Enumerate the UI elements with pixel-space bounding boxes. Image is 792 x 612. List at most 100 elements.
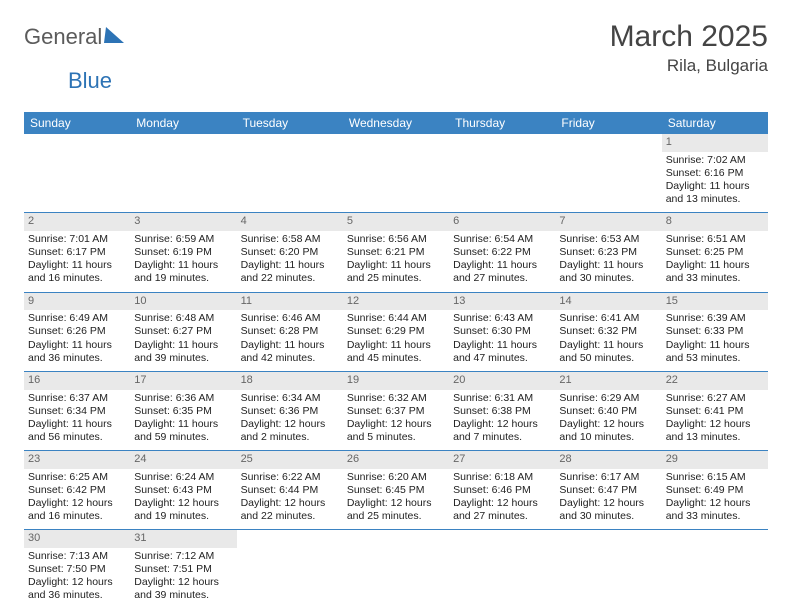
calendar-day-cell: 30 Sunrise: 7:13 AMSunset: 7:50 PMDayligh…	[24, 530, 130, 609]
weekday-header-row: SundayMondayTuesdayWednesdayThursdayFrid…	[24, 112, 768, 134]
sunrise-text: Sunrise: 6:20 AM	[347, 471, 445, 484]
sunrise-text: Sunrise: 7:13 AM	[28, 550, 126, 563]
calendar-week-row: 2Sunrise: 7:01 AMSunset: 6:17 PMDaylight…	[24, 213, 768, 292]
logo-word2: Blue	[68, 68, 112, 93]
sunset-text: Sunset: 6:43 PM	[134, 484, 232, 497]
sunrise-text: Sunrise: 6:34 AM	[241, 392, 339, 405]
sunrise-text: Sunrise: 6:27 AM	[666, 392, 764, 405]
daylight-text: Daylight: 11 hours and 42 minutes.	[241, 339, 339, 365]
calendar-day-cell: 27Sunrise: 6:18 AMSunset: 6:46 PMDayligh…	[449, 451, 555, 530]
day-number: 7	[555, 213, 661, 231]
calendar-day-cell: 22Sunrise: 6:27 AMSunset: 6:41 PMDayligh…	[662, 371, 768, 450]
sunrise-text: Sunrise: 6:51 AM	[666, 233, 764, 246]
calendar-day-cell: 8Sunrise: 6:51 AMSunset: 6:25 PMDaylight…	[662, 213, 768, 292]
daylight-text: Daylight: 11 hours and 16 minutes.	[28, 259, 126, 285]
sunrise-text: Sunrise: 6:49 AM	[28, 312, 126, 325]
daylight-text: Daylight: 11 hours and 30 minutes.	[559, 259, 657, 285]
daylight-text: Daylight: 12 hours and 13 minutes.	[666, 418, 764, 444]
calendar-day-cell: 1Sunrise: 7:02 AMSunset: 6:16 PMDaylight…	[662, 134, 768, 213]
day-number: 11	[237, 293, 343, 311]
calendar-day-cell: 28Sunrise: 6:17 AMSunset: 6:47 PMDayligh…	[555, 451, 661, 530]
day-number: 29	[662, 451, 768, 469]
calendar-day-cell	[343, 134, 449, 213]
sunrise-text: Sunrise: 6:39 AM	[666, 312, 764, 325]
day-number: 16	[24, 372, 130, 390]
day-number: 5	[343, 213, 449, 231]
calendar-week-row: 1Sunrise: 7:02 AMSunset: 6:16 PMDaylight…	[24, 134, 768, 213]
day-number: 12	[343, 293, 449, 311]
calendar-day-cell: 5Sunrise: 6:56 AMSunset: 6:21 PMDaylight…	[343, 213, 449, 292]
sunrise-text: Sunrise: 6:18 AM	[453, 471, 551, 484]
calendar-day-cell	[662, 530, 768, 609]
sunset-text: Sunset: 6:34 PM	[28, 405, 126, 418]
day-number: 22	[662, 372, 768, 390]
sunset-text: Sunset: 6:21 PM	[347, 246, 445, 259]
sunrise-text: Sunrise: 6:36 AM	[134, 392, 232, 405]
day-number: 23	[24, 451, 130, 469]
sunrise-text: Sunrise: 7:02 AM	[666, 154, 764, 167]
day-number: 30	[24, 530, 130, 548]
calendar-day-cell: 24Sunrise: 6:24 AMSunset: 6:43 PMDayligh…	[130, 451, 236, 530]
weekday-header: Tuesday	[237, 112, 343, 134]
sunrise-text: Sunrise: 6:25 AM	[28, 471, 126, 484]
sunset-text: Sunset: 6:46 PM	[453, 484, 551, 497]
calendar-day-cell: 23Sunrise: 6:25 AMSunset: 6:42 PMDayligh…	[24, 451, 130, 530]
sunrise-text: Sunrise: 6:46 AM	[241, 312, 339, 325]
calendar-table: SundayMondayTuesdayWednesdayThursdayFrid…	[24, 112, 768, 609]
sunrise-text: Sunrise: 6:22 AM	[241, 471, 339, 484]
sunrise-text: Sunrise: 6:17 AM	[559, 471, 657, 484]
daylight-text: Daylight: 12 hours and 5 minutes.	[347, 418, 445, 444]
calendar-day-cell	[449, 530, 555, 609]
weekday-header: Friday	[555, 112, 661, 134]
daylight-text: Daylight: 11 hours and 59 minutes.	[134, 418, 232, 444]
day-number: 10	[130, 293, 236, 311]
calendar-day-cell: 7Sunrise: 6:53 AMSunset: 6:23 PMDaylight…	[555, 213, 661, 292]
sunrise-text: Sunrise: 6:15 AM	[666, 471, 764, 484]
sunset-text: Sunset: 6:20 PM	[241, 246, 339, 259]
daylight-text: Daylight: 11 hours and 45 minutes.	[347, 339, 445, 365]
calendar-day-cell: 3Sunrise: 6:59 AMSunset: 6:19 PMDaylight…	[130, 213, 236, 292]
daylight-text: Daylight: 11 hours and 19 minutes.	[134, 259, 232, 285]
calendar-day-cell	[130, 134, 236, 213]
daylight-text: Daylight: 11 hours and 33 minutes.	[666, 259, 764, 285]
sunset-text: Sunset: 6:27 PM	[134, 325, 232, 338]
day-number: 1	[662, 134, 768, 152]
page-title: March 2025	[610, 20, 768, 54]
weekday-header: Wednesday	[343, 112, 449, 134]
daylight-text: Daylight: 11 hours and 47 minutes.	[453, 339, 551, 365]
sunset-text: Sunset: 7:50 PM	[28, 563, 126, 576]
daylight-text: Daylight: 12 hours and 27 minutes.	[453, 497, 551, 523]
daylight-text: Daylight: 12 hours and 36 minutes.	[28, 576, 126, 602]
day-number: 21	[555, 372, 661, 390]
sunrise-text: Sunrise: 6:41 AM	[559, 312, 657, 325]
sunrise-text: Sunrise: 6:29 AM	[559, 392, 657, 405]
sunset-text: Sunset: 6:49 PM	[666, 484, 764, 497]
sunset-text: Sunset: 6:30 PM	[453, 325, 551, 338]
sunset-text: Sunset: 6:28 PM	[241, 325, 339, 338]
day-number: 14	[555, 293, 661, 311]
daylight-text: Daylight: 11 hours and 13 minutes.	[666, 180, 764, 206]
calendar-week-row: 16 Sunrise: 6:37 AMSunset: 6:34 PM Dayligh…	[24, 371, 768, 450]
calendar-day-cell: 13Sunrise: 6:43 AMSunset: 6:30 PMDayligh…	[449, 292, 555, 371]
sunset-text: Sunset: 6:25 PM	[666, 246, 764, 259]
day-number: 18	[237, 372, 343, 390]
sail-icon	[104, 26, 126, 49]
daylight-text: Daylight: 11 hours and 50 minutes.	[559, 339, 657, 365]
sunset-text: Sunset: 6:32 PM	[559, 325, 657, 338]
sunrise-text: Sunrise: 6:37 AM	[28, 392, 126, 405]
logo: General	[24, 20, 126, 50]
sunrise-text: Sunrise: 6:31 AM	[453, 392, 551, 405]
day-number: 26	[343, 451, 449, 469]
calendar-day-cell: 18Sunrise: 6:34 AMSunset: 6:36 PMDayligh…	[237, 371, 343, 450]
weekday-header: Sunday	[24, 112, 130, 134]
sunset-text: Sunset: 6:37 PM	[347, 405, 445, 418]
day-number: 17	[130, 372, 236, 390]
calendar-day-cell: 2Sunrise: 7:01 AMSunset: 6:17 PMDaylight…	[24, 213, 130, 292]
sunset-text: Sunset: 6:45 PM	[347, 484, 445, 497]
calendar-day-cell: 20Sunrise: 6:31 AMSunset: 6:38 PMDayligh…	[449, 371, 555, 450]
calendar-day-cell: 25Sunrise: 6:22 AMSunset: 6:44 PMDayligh…	[237, 451, 343, 530]
sunrise-text: Sunrise: 6:59 AM	[134, 233, 232, 246]
calendar-day-cell	[555, 134, 661, 213]
daylight-text: Daylight: 12 hours and 22 minutes.	[241, 497, 339, 523]
daylight-text: Daylight: 12 hours and 7 minutes.	[453, 418, 551, 444]
